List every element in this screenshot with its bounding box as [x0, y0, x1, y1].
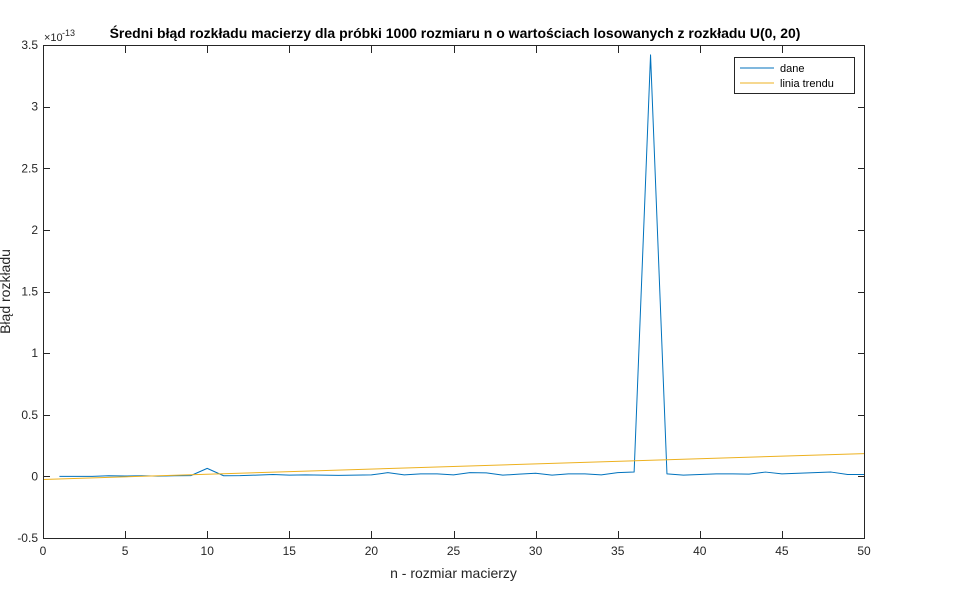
x-tick-label: 0: [40, 544, 47, 558]
x-tick-label: 40: [693, 544, 707, 558]
x-tick-label: 5: [122, 544, 129, 558]
x-tick-label: 45: [775, 544, 789, 558]
y-tick-label: 2.5: [21, 161, 38, 175]
x-tick-label: 35: [611, 544, 625, 558]
legend-label-linia-trendu: linia trendu: [780, 78, 834, 90]
x-tick-label: 30: [529, 544, 543, 558]
y-tick-label: 3.5: [21, 38, 38, 52]
y-tick-label: 0: [31, 469, 38, 483]
legend-label-dane: dane: [780, 63, 804, 75]
y-axis-label: Błąd rozkładu: [0, 249, 13, 334]
legend: dane linia trendu: [734, 57, 855, 94]
x-tick-label: 15: [283, 544, 297, 558]
y-tick-label: 2: [31, 223, 38, 237]
x-tick-label: 10: [201, 544, 215, 558]
y-tick-label: -0.5: [17, 531, 38, 545]
series-layer: [42, 54, 865, 480]
tick-labels-layer: 0 5 10 15 20 25 30 35 40 45 50-0.500.511.522.533.5: [17, 38, 871, 558]
y-exponent-power: -13: [62, 28, 75, 38]
x-tick-label: 50: [857, 544, 871, 558]
x-axis-label: n - rozmiar macierzy: [390, 565, 517, 581]
y-tick-label: 1: [31, 346, 38, 360]
x-tick-label: 25: [447, 544, 461, 558]
series-line-linia-trendu: [42, 453, 865, 480]
x-tick-label: 20: [365, 544, 379, 558]
y-exponent-base: ×10: [44, 32, 63, 44]
y-tick-label: 3: [31, 100, 38, 114]
y-tick-label: 0.5: [21, 408, 38, 422]
legend-box: [734, 57, 855, 94]
ticks-layer: [43, 45, 865, 539]
chart-title: Średni błąd rozkładu macierzy dla próbki…: [110, 24, 801, 41]
plot-area: [43, 45, 864, 538]
y-tick-label: 1.5: [21, 285, 38, 299]
